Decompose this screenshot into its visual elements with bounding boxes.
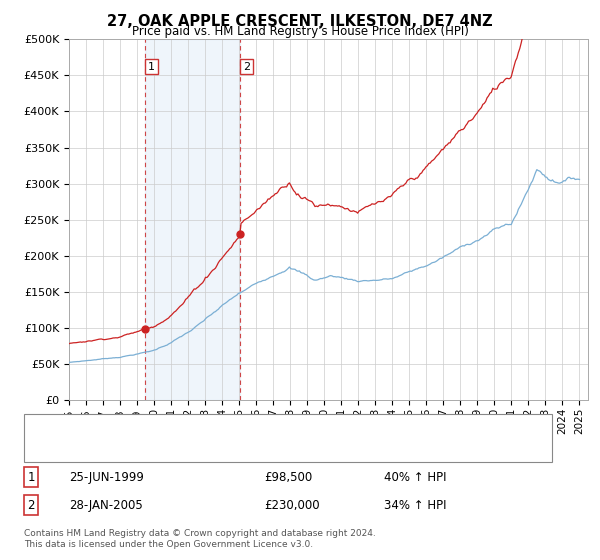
Text: 27, OAK APPLE CRESCENT, ILKESTON, DE7 4NZ (detached house): 27, OAK APPLE CRESCENT, ILKESTON, DE7 4N… [57, 422, 415, 432]
Text: —: — [36, 440, 53, 458]
Text: Contains HM Land Registry data © Crown copyright and database right 2024.
This d: Contains HM Land Registry data © Crown c… [24, 529, 376, 549]
Text: 40% ↑ HPI: 40% ↑ HPI [384, 470, 446, 484]
Text: 1: 1 [148, 62, 155, 72]
Text: 28-JAN-2005: 28-JAN-2005 [69, 498, 143, 512]
Text: —: — [36, 418, 53, 436]
Text: 2: 2 [28, 498, 35, 512]
Text: 1: 1 [28, 470, 35, 484]
Text: 34% ↑ HPI: 34% ↑ HPI [384, 498, 446, 512]
Text: 25-JUN-1999: 25-JUN-1999 [69, 470, 144, 484]
Bar [145, 39, 241, 400]
Text: £230,000: £230,000 [264, 498, 320, 512]
Text: 27, OAK APPLE CRESCENT, ILKESTON, DE7 4NZ: 27, OAK APPLE CRESCENT, ILKESTON, DE7 4N… [107, 14, 493, 29]
Text: Price paid vs. HM Land Registry's House Price Index (HPI): Price paid vs. HM Land Registry's House … [131, 25, 469, 38]
Text: HPI: Average price, detached house, Erewash: HPI: Average price, detached house, Erew… [57, 444, 305, 454]
Text: 2: 2 [243, 62, 250, 72]
Text: £98,500: £98,500 [264, 470, 312, 484]
